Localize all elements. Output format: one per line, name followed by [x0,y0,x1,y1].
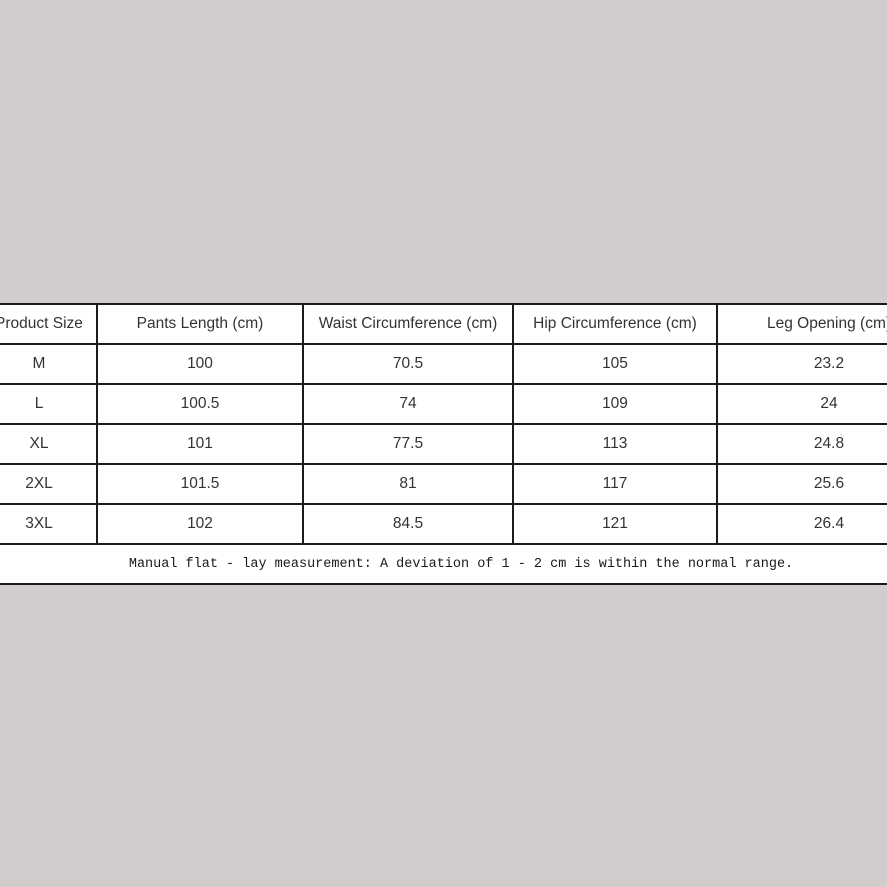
value-cell: 101.5 [96,463,304,505]
value-cell: 117 [512,463,718,505]
value-cell: 24.8 [716,423,887,465]
value-cell: 24 [716,383,887,425]
value-cell: 25.6 [716,463,887,505]
table-row-m: M 100 70.5 105 23.2 [0,343,887,385]
size-chart-table: Product Size Pants Length (cm) Waist Cir… [0,303,887,585]
header-pants-length: Pants Length (cm) [96,303,304,345]
value-cell: 100.5 [96,383,304,425]
header-leg-opening: Leg Opening (cm) [716,303,887,345]
header-product-size: Product Size [0,303,98,345]
size-chart-image: Product Size Pants Length (cm) Waist Cir… [0,303,887,585]
header-waist-circumference: Waist Circumference (cm) [302,303,514,345]
value-cell: 77.5 [302,423,514,465]
size-cell: 2XL [0,463,98,505]
table-row-l: L 100.5 74 109 24 [0,383,887,425]
size-cell: M [0,343,98,385]
size-cell: XL [0,423,98,465]
size-cell: L [0,383,98,425]
note-row: Manual flat - lay measurement: A deviati… [0,543,887,585]
header-row: Product Size Pants Length (cm) Waist Cir… [0,303,887,345]
header-hip-circumference: Hip Circumference (cm) [512,303,718,345]
value-cell: 84.5 [302,503,514,545]
measurement-note: Manual flat - lay measurement: A deviati… [0,543,887,585]
value-cell: 105 [512,343,718,385]
value-cell: 26.4 [716,503,887,545]
value-cell: 101 [96,423,304,465]
value-cell: 109 [512,383,718,425]
value-cell: 113 [512,423,718,465]
value-cell: 121 [512,503,718,545]
table-row-2xl: 2XL 101.5 81 117 25.6 [0,463,887,505]
table-row-xl: XL 101 77.5 113 24.8 [0,423,887,465]
value-cell: 81 [302,463,514,505]
value-cell: 102 [96,503,304,545]
value-cell: 70.5 [302,343,514,385]
table-row-3xl: 3XL 102 84.5 121 26.4 [0,503,887,545]
value-cell: 23.2 [716,343,887,385]
size-cell: 3XL [0,503,98,545]
value-cell: 100 [96,343,304,385]
value-cell: 74 [302,383,514,425]
